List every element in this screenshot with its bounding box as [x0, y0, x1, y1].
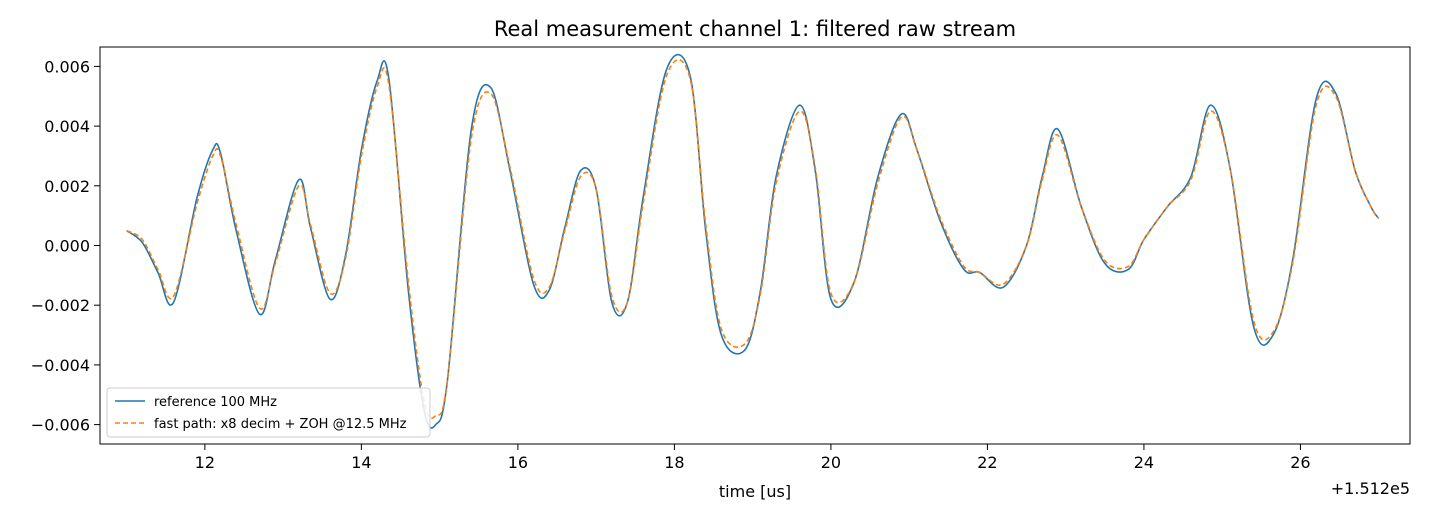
x-tick-label: 26 [1290, 453, 1310, 472]
legend: reference 100 MHz fast path: x8 decim + … [106, 387, 431, 438]
x-tick-label: 22 [977, 453, 997, 472]
x-tick-label: 16 [508, 453, 528, 472]
chart-title: Real measurement channel 1: filtered raw… [494, 17, 1016, 41]
series-layer [126, 53, 1380, 429]
x-tick-label: 14 [351, 453, 371, 472]
y-tick-label: −0.006 [31, 416, 90, 435]
legend-label-reference: reference 100 MHz [154, 395, 277, 410]
x-tick-label: 12 [195, 453, 215, 472]
series-line-fast-path [126, 58, 1380, 420]
x-offset-label: +1.512e5 [1331, 479, 1410, 498]
x-axis: 12 14 16 18 20 22 24 26 [195, 444, 1311, 472]
x-axis-label: time [us] [719, 482, 791, 501]
y-tick-label: 0.000 [44, 237, 90, 256]
y-tick-label: 0.006 [44, 57, 90, 76]
y-tick-label: −0.004 [31, 356, 90, 375]
y-tick-label: 0.002 [44, 177, 90, 196]
x-tick-label: 18 [664, 453, 684, 472]
x-tick-label: 20 [821, 453, 841, 472]
legend-label-fast-path: fast path: x8 decim + ZOH @12.5 MHz [154, 417, 407, 432]
y-axis: −0.006 −0.004 −0.002 0.000 0.002 0.004 0.006 [31, 57, 100, 435]
legend-box [106, 387, 431, 438]
y-tick-label: 0.004 [44, 117, 90, 136]
y-tick-label: −0.002 [31, 296, 90, 315]
x-tick-label: 24 [1134, 453, 1154, 472]
